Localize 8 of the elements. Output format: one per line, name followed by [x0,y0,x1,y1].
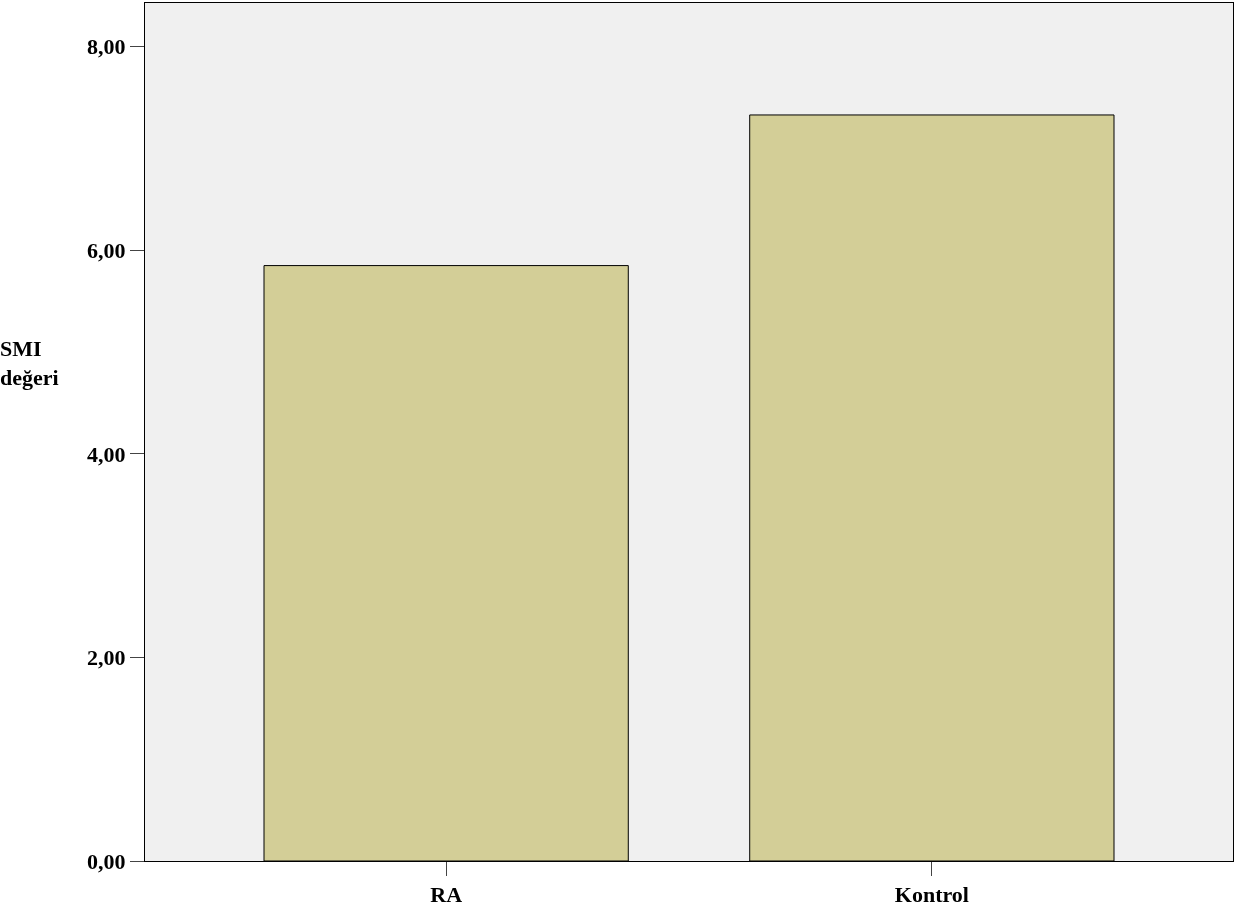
y-tick-label: 0,00 [87,848,126,874]
y-tick-label: 6,00 [87,238,126,264]
y-tick-label: 2,00 [87,645,126,671]
y-tick-label: 4,00 [87,441,126,467]
y-axis-title: SMI değeri [0,336,59,390]
y-tick-label: 8,00 [87,34,126,60]
x-tick-label: Kontrol [894,882,969,908]
x-tick-label: RA [430,882,463,908]
